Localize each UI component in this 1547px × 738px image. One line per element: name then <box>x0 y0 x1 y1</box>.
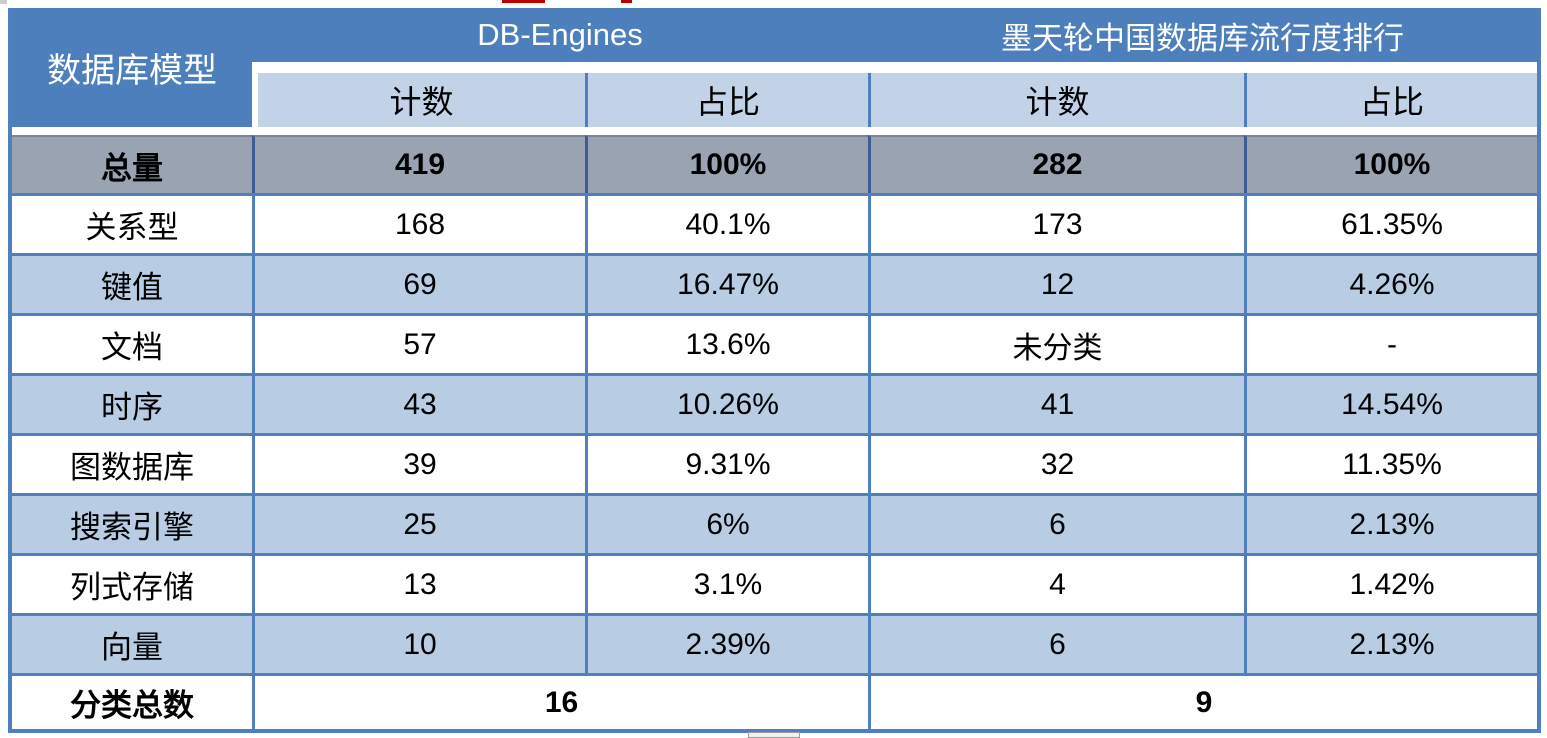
db-share-cell: 16.47% <box>585 253 868 313</box>
mt-share-cell: 2.13% <box>1244 493 1537 553</box>
row-label: 图数据库 <box>12 433 252 493</box>
header-gap-band <box>252 62 1537 73</box>
db-share-cell: 2.39% <box>585 613 868 673</box>
total-db-count: 419 <box>252 135 585 193</box>
db-share-cell: 40.1% <box>585 193 868 253</box>
db-share-cell: 9.31% <box>585 433 868 493</box>
footer-mt-total: 9 <box>868 673 1537 729</box>
horizontal-scrollbar-thumb[interactable] <box>748 732 800 738</box>
mt-share-cell: 2.13% <box>1244 613 1537 673</box>
db-share-cell: 6% <box>585 493 868 553</box>
subheader-mt-count: 计数 <box>868 73 1244 127</box>
mt-share-cell: 11.35% <box>1244 433 1537 493</box>
db-count-cell: 10 <box>252 613 585 673</box>
subheader-db-share: 占比 <box>585 73 868 127</box>
subheader-mt-share: 占比 <box>1244 73 1537 127</box>
row-label: 列式存储 <box>12 553 252 613</box>
mt-share-cell: 1.42% <box>1244 553 1537 613</box>
db-count-cell: 69 <box>252 253 585 313</box>
mt-share-cell: 61.35% <box>1244 193 1537 253</box>
red-artifact-mark-2 <box>621 0 632 3</box>
row-label: 向量 <box>12 613 252 673</box>
mt-count-cell: 4 <box>868 553 1244 613</box>
footer-db-total: 16 <box>252 673 868 729</box>
mt-share-cell: - <box>1244 313 1537 373</box>
db-count-cell: 57 <box>252 313 585 373</box>
mt-count-cell: 32 <box>868 433 1244 493</box>
comparison-table: 数据库模型 DB-Engines 墨天轮中国数据库流行度排行 计数 占比 计数 … <box>8 8 1541 733</box>
mt-count-cell: 6 <box>868 613 1244 673</box>
db-count-cell: 25 <box>252 493 585 553</box>
row-label: 键值 <box>12 253 252 313</box>
group-header-motianlun: 墨天轮中国数据库流行度排行 <box>868 8 1537 62</box>
subheader-db-count: 计数 <box>252 73 585 127</box>
total-db-share: 100% <box>585 135 868 193</box>
db-count-cell: 43 <box>252 373 585 433</box>
mt-share-cell: 4.26% <box>1244 253 1537 313</box>
mt-count-cell: 12 <box>868 253 1244 313</box>
mt-share-cell: 14.54% <box>1244 373 1537 433</box>
group-header-db-engines: DB-Engines <box>252 8 868 62</box>
db-count-cell: 39 <box>252 433 585 493</box>
mt-count-cell: 41 <box>868 373 1244 433</box>
row-label: 搜索引擎 <box>12 493 252 553</box>
total-row-label: 总量 <box>12 135 252 193</box>
row-label: 文档 <box>12 313 252 373</box>
total-mt-share: 100% <box>1244 135 1537 193</box>
db-share-cell: 3.1% <box>585 553 868 613</box>
separator-band <box>12 127 1537 135</box>
mt-count-cell: 173 <box>868 193 1244 253</box>
db-share-cell: 10.26% <box>585 373 868 433</box>
corner-artifact-mark <box>0 0 7 4</box>
db-count-cell: 168 <box>252 193 585 253</box>
row-label: 时序 <box>12 373 252 433</box>
mt-count-cell: 6 <box>868 493 1244 553</box>
db-count-cell: 13 <box>252 553 585 613</box>
red-artifact-mark-1 <box>502 0 545 3</box>
total-mt-count: 282 <box>868 135 1244 193</box>
footer-row-label: 分类总数 <box>12 673 252 729</box>
db-share-cell: 13.6% <box>585 313 868 373</box>
row-label: 关系型 <box>12 193 252 253</box>
mt-count-cell: 未分类 <box>868 313 1244 373</box>
corner-header-cell: 数据库模型 <box>12 8 252 127</box>
